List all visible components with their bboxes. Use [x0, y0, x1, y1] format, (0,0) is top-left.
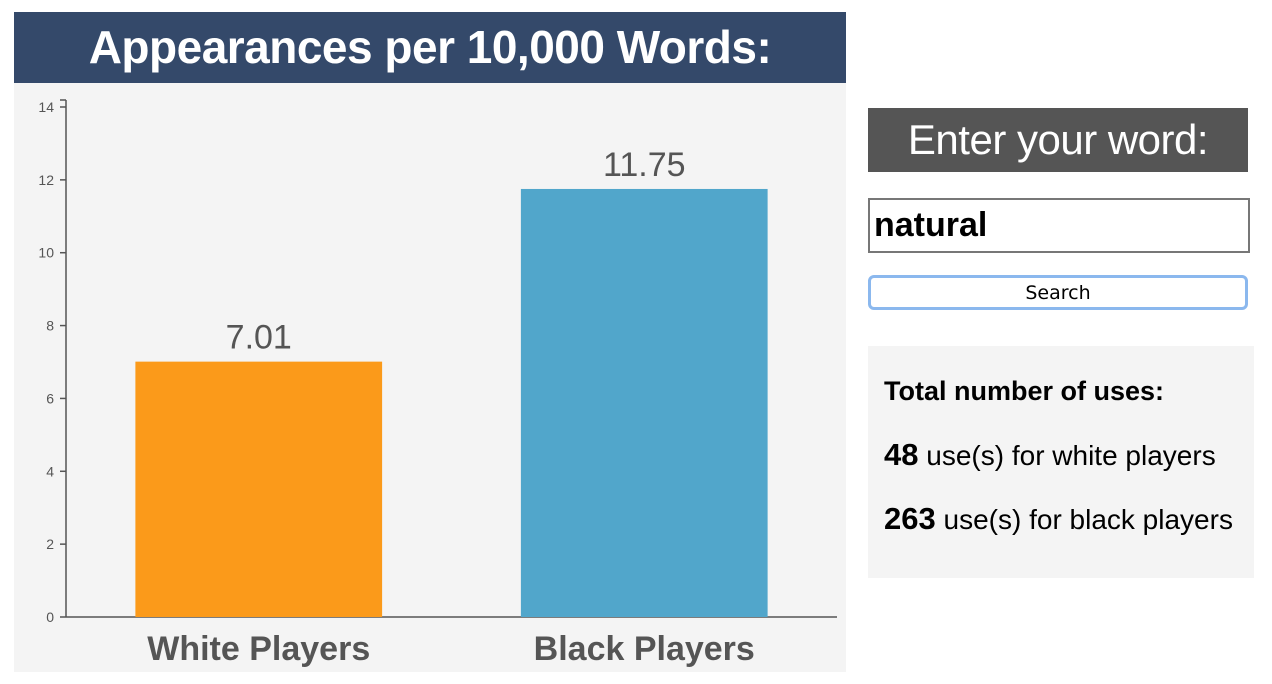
bar-chart: 0 2 4 6 8 10 12 14 7.01 White Players 11.75 Black P…	[38, 99, 837, 668]
white-usage-line: 48 use(s) for white players	[884, 437, 1238, 473]
bar-white-players	[135, 361, 383, 617]
word-search-sidebar: Enter your word: Search Total number of …	[868, 108, 1254, 578]
y-tick-label-5: 10	[38, 245, 54, 261]
usage-stats-box: Total number of uses: 48 use(s) for whit…	[868, 346, 1254, 578]
white-usage-text: use(s) for white players	[918, 440, 1216, 471]
black-usage-text: use(s) for black players	[935, 504, 1233, 535]
search-button[interactable]: Search	[868, 275, 1248, 310]
x-category-label-0: White Players	[147, 630, 370, 668]
y-tick-label-2: 4	[46, 463, 54, 479]
white-usage-count: 48	[884, 437, 919, 472]
y-tick-label-6: 12	[38, 172, 54, 188]
y-tick-label-0: 0	[46, 609, 54, 625]
stats-heading: Total number of uses:	[884, 376, 1165, 406]
chart-title: Appearances per 10,000 Words:	[14, 12, 846, 83]
black-usage-count: 263	[884, 501, 936, 536]
bar-black-players	[520, 188, 768, 617]
enter-word-heading: Enter your word:	[868, 108, 1248, 172]
y-tick-label-3: 6	[46, 390, 54, 406]
chart-panel: 0 2 4 6 8 10 12 14 7.01 White Players 11.75 Black P…	[14, 12, 846, 672]
y-tick-label-7: 14	[38, 99, 54, 115]
x-category-label-1: Black Players	[534, 630, 755, 668]
word-input[interactable]	[868, 198, 1250, 253]
y-tick-label-1: 2	[46, 536, 54, 552]
bar-value-label-1: 11.75	[603, 146, 686, 184]
black-usage-line: 263 use(s) for black players	[884, 501, 1238, 537]
bar-value-label-0: 7.01	[226, 319, 292, 357]
y-tick-label-4: 8	[46, 318, 54, 334]
